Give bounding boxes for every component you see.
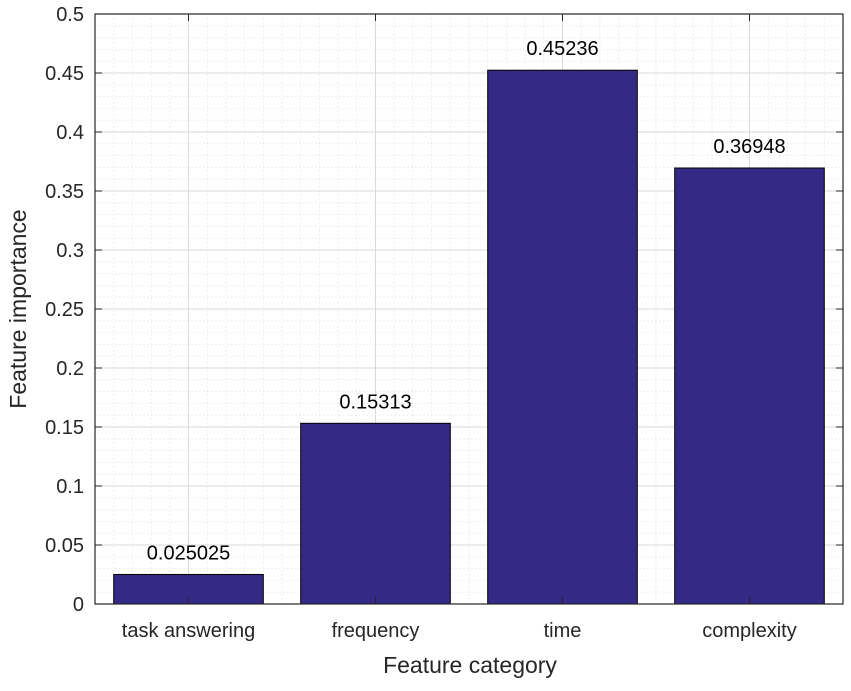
x-axis-label: Feature category	[383, 652, 557, 678]
y-tick-label: 0.4	[56, 122, 84, 144]
data-labels: 0.025025 0.15313 0.45236 0.36948	[147, 38, 786, 564]
minor-grid	[95, 14, 843, 604]
y-tick-label: 0.15	[45, 417, 84, 439]
bar-time	[487, 69, 638, 605]
bar-complexity	[674, 167, 825, 605]
axes	[94, 13, 844, 605]
x-tick-label: time	[544, 620, 582, 642]
y-tick-label: 0	[73, 594, 84, 616]
x-tick-label: task answering	[122, 620, 255, 642]
y-tick-label: 0.25	[45, 299, 84, 321]
data-label: 0.45236	[526, 38, 598, 60]
y-tick-label: 0.35	[45, 181, 84, 203]
x-tick-labels: task answering frequency time complexity	[122, 620, 797, 642]
bar-frequency	[300, 422, 451, 605]
data-label: 0.025025	[147, 542, 230, 564]
y-axis-label: Feature importance	[5, 209, 31, 408]
y-tick-label: 0.2	[56, 358, 84, 380]
y-tick-label: 0.45	[45, 63, 84, 85]
y-tick-label: 0.5	[56, 4, 84, 26]
bars	[113, 69, 825, 605]
x-tick-label: complexity	[702, 620, 796, 642]
data-label: 0.36948	[713, 136, 785, 158]
y-tick-label: 0.1	[56, 476, 84, 498]
y-tick-label: 0.05	[45, 535, 84, 557]
data-label: 0.15313	[339, 391, 411, 413]
y-tick-label: 0.3	[56, 240, 84, 262]
y-tick-labels: 0 0.05 0.1 0.15 0.2 0.25 0.3 0.35 0.4 0.45 0.5	[45, 4, 84, 616]
x-tick-label: frequency	[332, 620, 420, 642]
